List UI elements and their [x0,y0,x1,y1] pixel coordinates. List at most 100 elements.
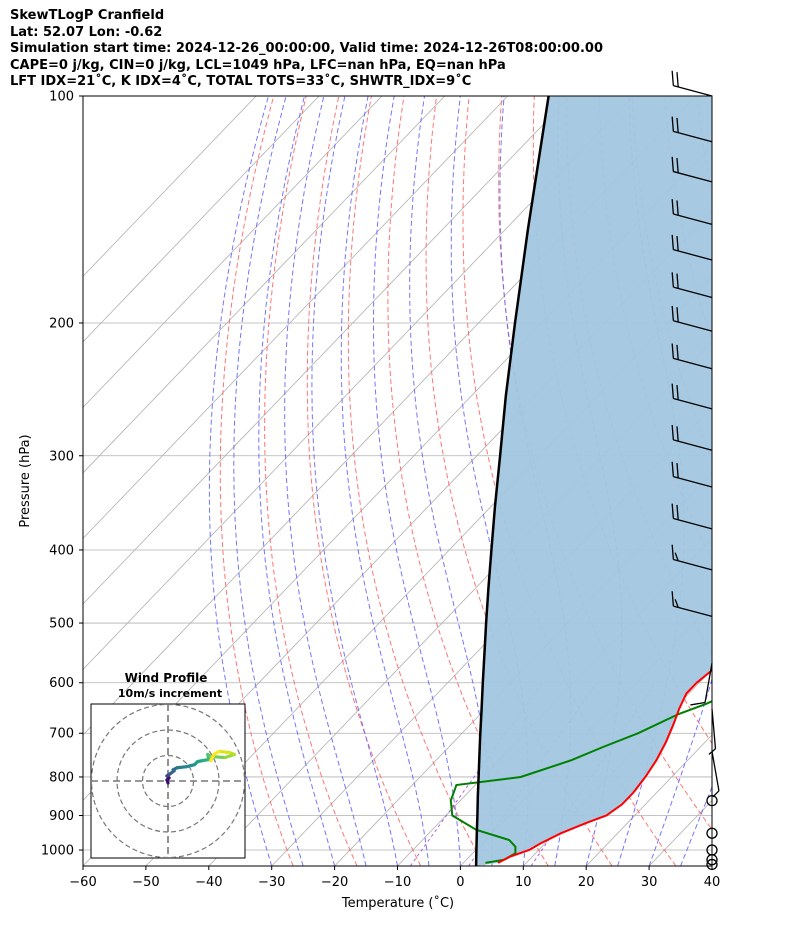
y-tick-label: 800 [49,770,74,785]
barb-flag [671,503,675,519]
barb-staff [673,397,713,410]
barb-flag [671,461,675,477]
x-tick-label: 30 [641,875,658,890]
profile-layer [449,96,712,866]
barb-flag [671,70,675,86]
wind-barb [671,343,713,370]
dewpoint-line [449,700,712,864]
wind-barb [671,544,713,571]
barb-staff [673,517,713,530]
moist-adiabat-line [340,96,430,866]
barb-staff [711,708,717,749]
dry-adiabat-line [347,96,485,866]
barb-flag [671,425,675,440]
barb-flag [671,591,675,607]
dry-adiabat-line [730,96,794,866]
moist-adiabat-line [258,96,336,866]
barb-staff [711,751,720,791]
barb-staff [673,320,713,332]
barb-flag [690,701,706,706]
inset-title: Wind Profile [125,671,208,685]
dry-adiabat-line [762,96,794,866]
moist-adiabat-line [409,96,493,866]
wind-barb [671,70,713,97]
barb-staff [673,130,713,143]
barb-flag [671,383,675,399]
y-tick-label: 100 [49,90,74,105]
x-tick-label: −20 [321,875,348,890]
isotherm-line [83,96,571,605]
wind-barb [671,305,713,332]
x-tick-label: 0 [456,875,464,890]
barb-flag [676,344,679,360]
barb-flag [671,156,675,172]
barb-staff [673,605,713,618]
indices-line: LFT IDX=21˚C, K IDX=4˚C, TOTAL TOTS=33˚C… [10,74,472,90]
parcel-line [474,96,550,866]
barb-staff [673,286,713,299]
isotherm-line [585,734,712,866]
barb-flag [671,116,675,132]
wind-barb [671,234,713,261]
wind-barb [671,383,713,410]
y-tick-label: 1000 [41,844,74,859]
x-tick-label: 40 [704,875,721,890]
isotherm-line [83,96,508,539]
moist-adiabat-line [450,96,529,866]
x-tick-label: −60 [69,875,96,890]
x-tick-label: −40 [195,875,222,890]
barb-flag [676,157,679,173]
y-tick-label: 300 [49,449,74,464]
barb-flag [671,343,675,359]
barb-flag [674,552,679,561]
barb-flag [671,544,675,560]
x-axis-label: Temperature (˚C) [341,895,454,911]
isotherm-line [83,96,320,343]
x-tick-label: 20 [578,875,595,890]
barb-flag [676,200,679,216]
barb-flag [676,463,679,478]
barb-flag [676,307,679,323]
cape-cin-shade [476,96,712,866]
inset-ring [91,704,245,858]
wind-barb [671,116,713,143]
moist-adiabat-line [373,96,461,866]
barb-staff [673,475,713,488]
inset-body [91,704,245,858]
location-line: Lat: 52.07 Lon: -0.62 [10,24,163,40]
wind-barb-calm [706,794,718,807]
barb-staff [673,170,713,183]
y-tick-label: 700 [49,727,74,742]
moist-adiabat-line [648,677,712,866]
wind-barb-calm [706,854,718,866]
barb-flag [676,72,679,87]
barb-staff [704,662,713,703]
barb-staff [673,558,713,571]
moist-adiabat-line [680,785,712,866]
barb-staff [673,213,713,226]
barb-flag [676,384,679,400]
barb-staff [673,439,713,451]
wind-barb [671,199,713,226]
isotherm-line [83,96,446,474]
barb-flag [671,305,675,321]
inset-subtitle: 10m/s increment [118,687,222,700]
wind-barb [690,662,713,706]
parcel-line: CAPE=0 j/kg, CIN=0 j/kg, LCL=1049 hPa, L… [10,57,506,73]
y-tick-label: 600 [49,676,74,691]
barb-flag [674,599,679,608]
wind-profile-inset: Wind Profile 10m/s increment [90,671,246,859]
moist-adiabat-line [233,96,304,866]
moist-adiabat-line [208,96,273,866]
y-tick-label: 200 [49,316,74,331]
mixing-ratio-line [409,682,543,866]
x-tick-label: −30 [258,875,285,890]
x-tick-label: −10 [384,875,411,890]
barb-staff [673,85,713,97]
barb-staff [673,249,713,261]
shade-layer [476,96,712,866]
barb-flag [671,199,675,215]
barb-flag [676,504,679,520]
wind-barb-calm [706,858,718,871]
barb-flag [671,234,675,250]
